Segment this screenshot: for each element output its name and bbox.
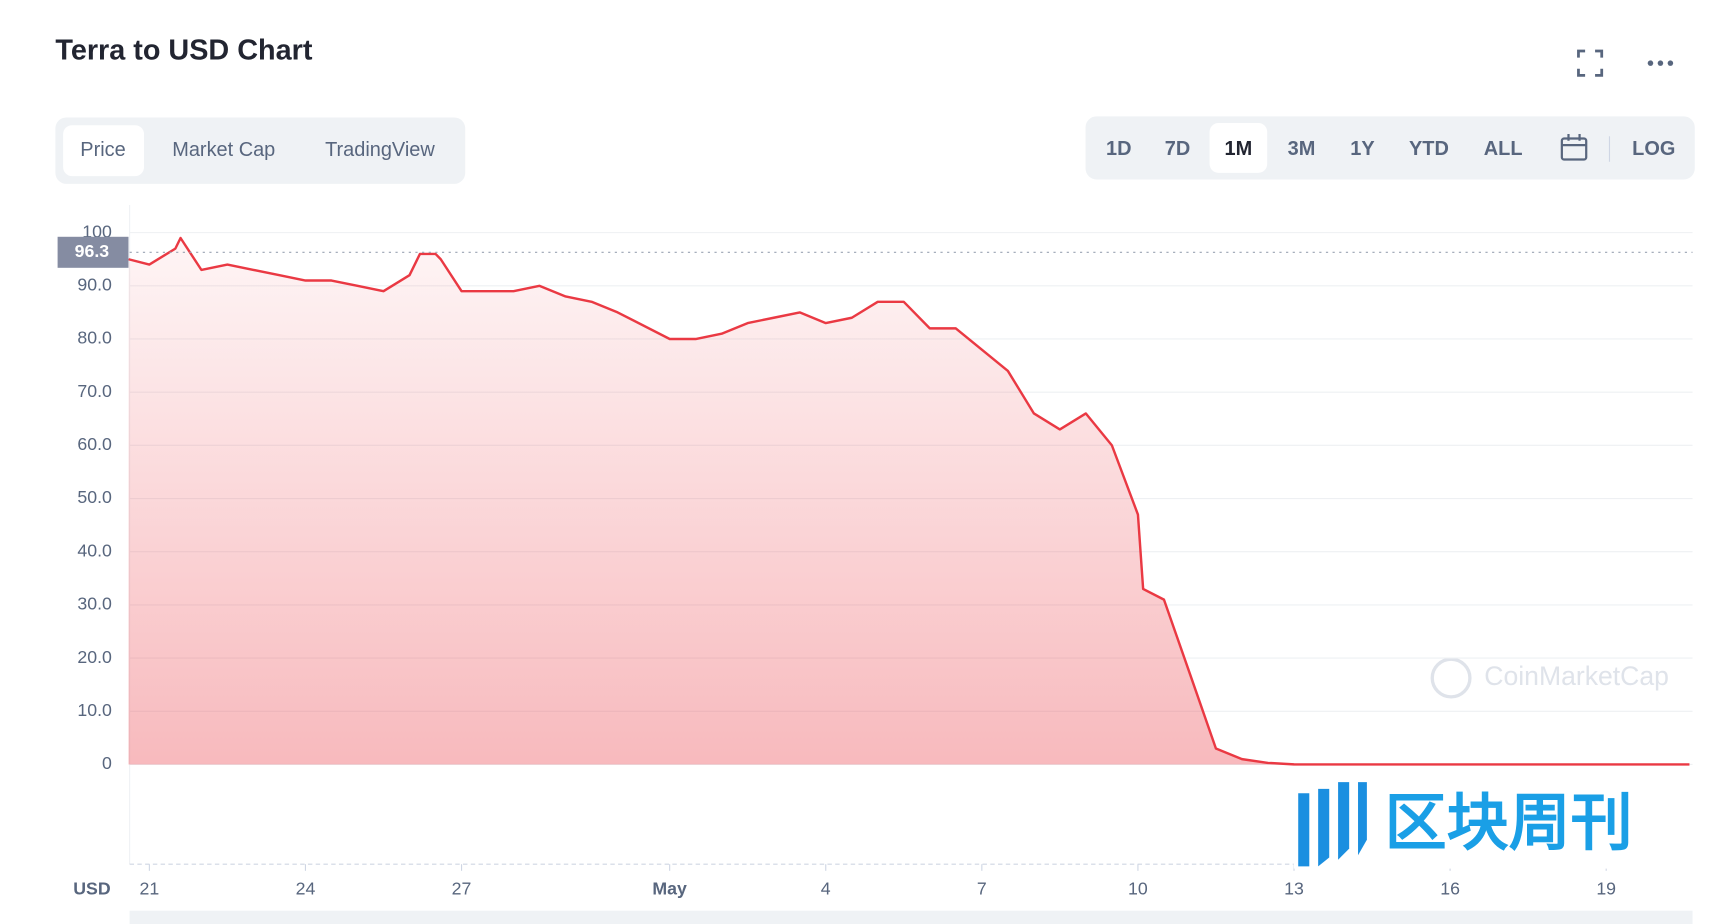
range-button[interactable]: 1M — [1225, 138, 1253, 160]
y-tick-label: 40.0 — [77, 540, 112, 560]
area — [128, 237, 1690, 765]
y-tick-label: 60.0 — [77, 434, 112, 454]
range-active — [1209, 122, 1268, 173]
y-tick-label: 90.0 — [77, 274, 112, 294]
plot: 0 10.0 20.0 30.0 40.0 50.0 60.0 70.0 80.0 90.0 100… — [57, 204, 1693, 898]
range-button[interactable]: 1Y — [1350, 138, 1374, 160]
y-tick-label: 70.0 — [77, 381, 112, 401]
range-button[interactable]: 7D — [1165, 138, 1190, 160]
price-line — [128, 236, 1690, 766]
x-tick-label: 16 — [1440, 878, 1460, 898]
range-button[interactable]: ALL — [1484, 138, 1523, 160]
more-icon[interactable] — [1647, 60, 1674, 66]
range-button[interactable]: 3M — [1288, 138, 1316, 160]
y-tick-label: 20.0 — [77, 647, 112, 667]
x-tick-label: 27 — [452, 878, 472, 898]
x-tick-label: 19 — [1596, 878, 1616, 898]
y-tick-label: 10.0 — [77, 700, 112, 720]
calendar-icon[interactable] — [1560, 134, 1588, 161]
tab[interactable]: TradingView — [325, 139, 435, 161]
log-button[interactable]: LOG — [1632, 138, 1675, 160]
y-tick-label: 50.0 — [77, 487, 112, 507]
tab-group — [55, 117, 466, 184]
x-tick-label: 13 — [1284, 878, 1304, 898]
y-tick-label: 30.0 — [77, 594, 112, 614]
range-button[interactable]: YTD — [1409, 138, 1449, 160]
x-tick-label: 4 — [821, 878, 831, 898]
badge-logo — [1298, 782, 1367, 867]
navigator — [129, 910, 1693, 924]
fullscreen-icon[interactable] — [1577, 49, 1604, 77]
x-tick-label: 21 — [140, 878, 160, 898]
axis-unit: USD — [73, 878, 111, 898]
tab-active — [63, 125, 145, 177]
y-tick-label: 0 — [102, 753, 112, 773]
x-tick-label: 24 — [296, 878, 316, 898]
y-tick-label: 80.0 — [77, 328, 112, 348]
tab[interactable]: Price — [80, 139, 125, 161]
watermark: CoinMarketCap — [1484, 661, 1669, 691]
x-tick-label: 10 — [1128, 878, 1148, 898]
watermark-logo — [1430, 657, 1472, 699]
badge-text: 区块周刊 — [1385, 789, 1633, 858]
range-button[interactable]: 1D — [1106, 138, 1131, 160]
tab[interactable]: Market Cap — [172, 139, 275, 161]
y-tick-label: 100 — [82, 221, 112, 241]
chart-title: Terra to USD Chart — [55, 35, 312, 67]
reference-label: 96.3 — [75, 241, 110, 261]
x-tick-label: 7 — [977, 878, 987, 898]
x-tick-label: May — [652, 878, 687, 898]
reference-badge — [57, 236, 129, 268]
